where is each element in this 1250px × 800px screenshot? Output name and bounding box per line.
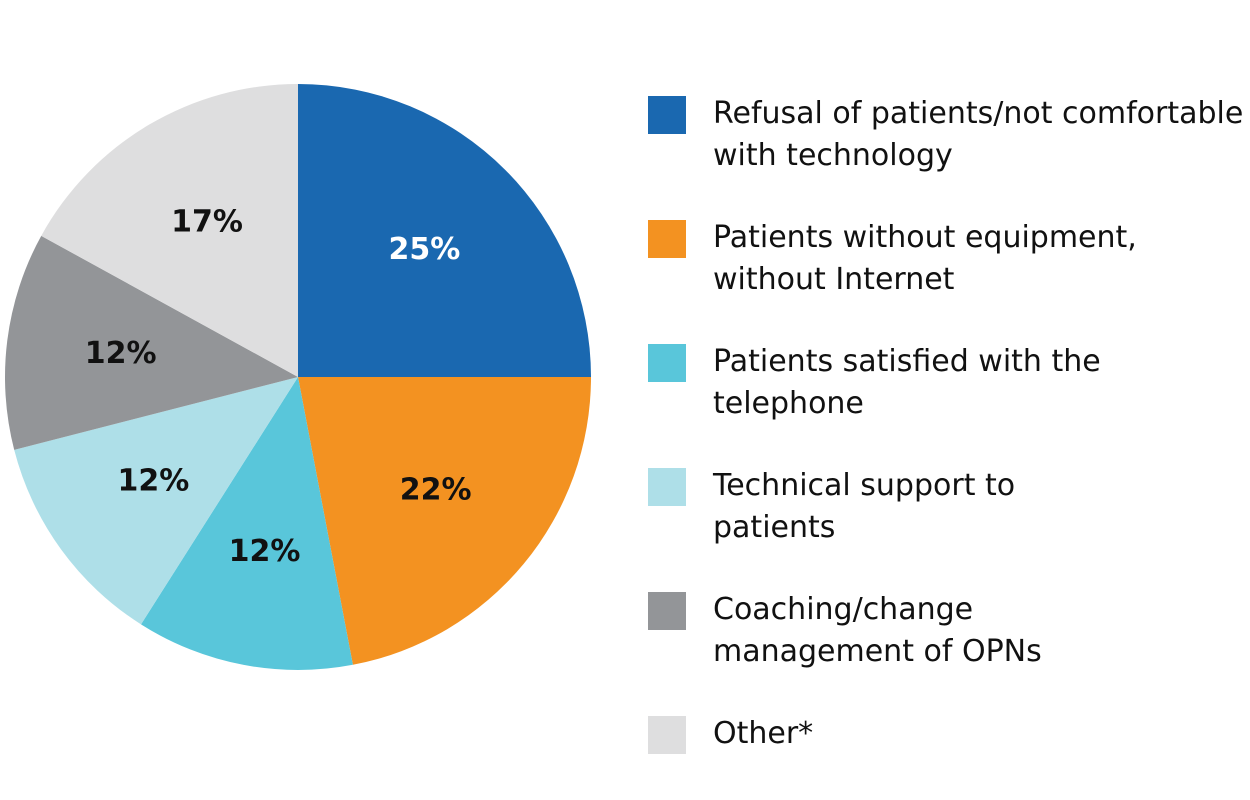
legend-swatch [648, 96, 686, 134]
slice-label: 17% [171, 205, 243, 240]
legend-label: Patients without equipment, without Inte… [713, 220, 1137, 297]
pie-slice [41, 84, 299, 377]
chart: 25% 22% 12% 12% 12% 17% [4, 84, 591, 670]
legend-label: Coaching/change management of OPNs [713, 592, 1042, 669]
legend-swatch [648, 344, 686, 382]
legend-swatch [648, 716, 686, 754]
legend-item: Coaching/change management of OPNs [648, 589, 1053, 673]
legend-label: Other* [713, 716, 814, 751]
pie-slice [298, 377, 591, 665]
legend-label: Refusal of patients/not comfortable with… [713, 96, 1244, 173]
legend-item: Other* [648, 713, 1250, 755]
slice-label: 22% [400, 472, 472, 507]
legend-item: Patients without equipment, without Inte… [648, 217, 1250, 301]
slice-label: 12% [85, 336, 157, 371]
pie-slice [141, 377, 353, 670]
legend-swatch [648, 468, 686, 506]
legend-item: Technical support to patients [648, 465, 1093, 549]
legend-label: Patients satisfied with the telephone [713, 344, 1101, 421]
pie-slice [4, 235, 298, 450]
pie-slice [14, 377, 298, 625]
legend-swatch [648, 592, 686, 630]
legend-item: Refusal of patients/not comfortable with… [648, 93, 1250, 177]
slice-label: 12% [229, 534, 301, 569]
legend-item: Patients satisfied with the telephone [648, 341, 1113, 425]
legend-swatch [648, 220, 686, 258]
pie-slice [298, 84, 591, 377]
slice-label: 25% [388, 232, 460, 267]
slice-label: 12% [117, 464, 189, 499]
legend-label: Technical support to patients [713, 468, 1016, 545]
